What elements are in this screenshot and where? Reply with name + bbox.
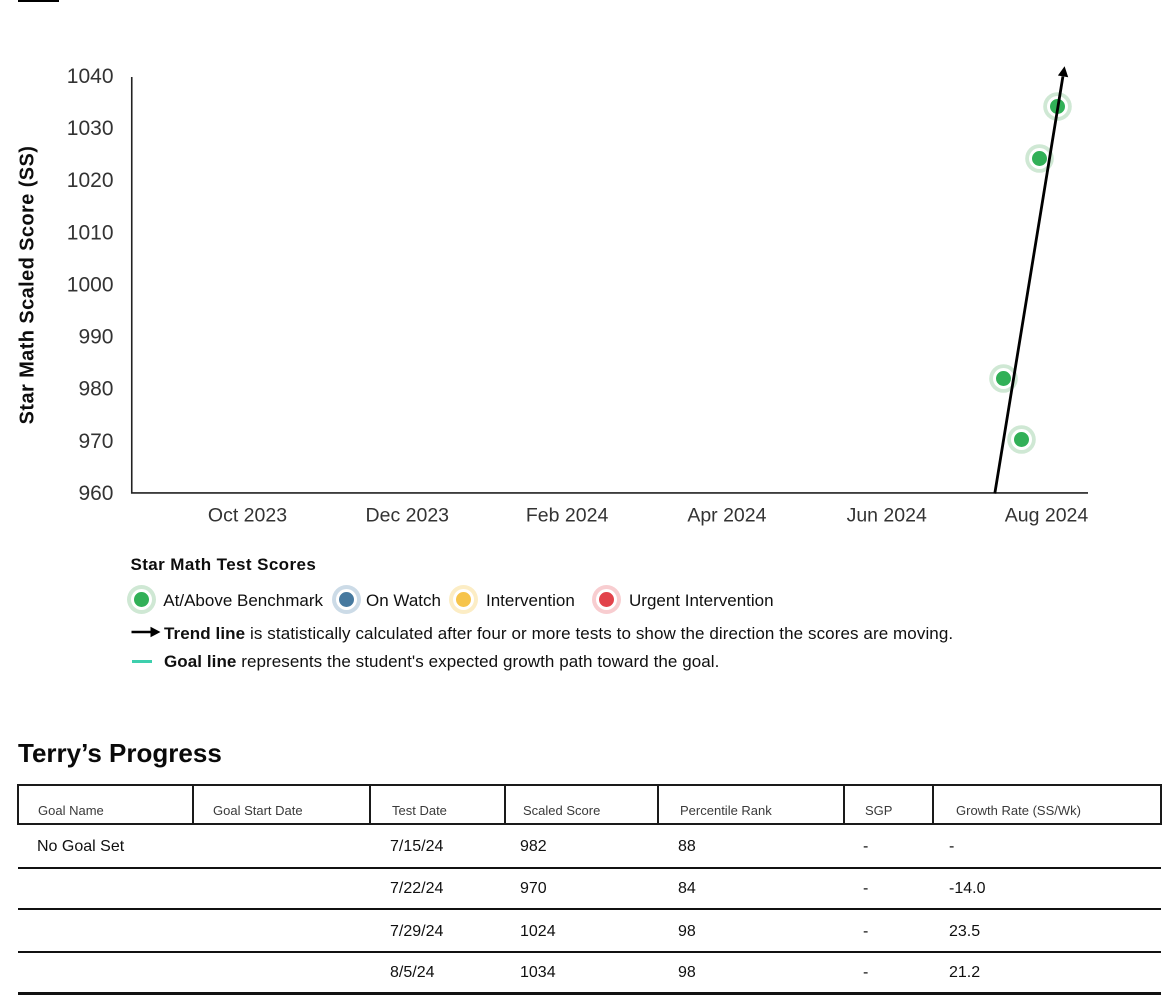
svg-text:980: 980 xyxy=(78,378,113,401)
svg-text:1040: 1040 xyxy=(67,65,114,88)
svg-text:960: 960 xyxy=(78,482,113,505)
svg-text:Feb 2024: Feb 2024 xyxy=(526,505,609,527)
svg-text:1030: 1030 xyxy=(67,117,114,140)
svg-text:Dec 2023: Dec 2023 xyxy=(366,505,449,527)
svg-text:1000: 1000 xyxy=(67,274,114,297)
svg-text:Oct 2023: Oct 2023 xyxy=(208,505,287,527)
svg-text:990: 990 xyxy=(78,326,113,349)
svg-text:Apr 2024: Apr 2024 xyxy=(687,505,766,527)
svg-text:970: 970 xyxy=(78,430,113,453)
svg-text:1010: 1010 xyxy=(67,221,114,244)
svg-text:Aug 2024: Aug 2024 xyxy=(1005,505,1089,527)
svg-text:Jun 2024: Jun 2024 xyxy=(847,505,927,527)
svg-text:1020: 1020 xyxy=(67,169,114,192)
